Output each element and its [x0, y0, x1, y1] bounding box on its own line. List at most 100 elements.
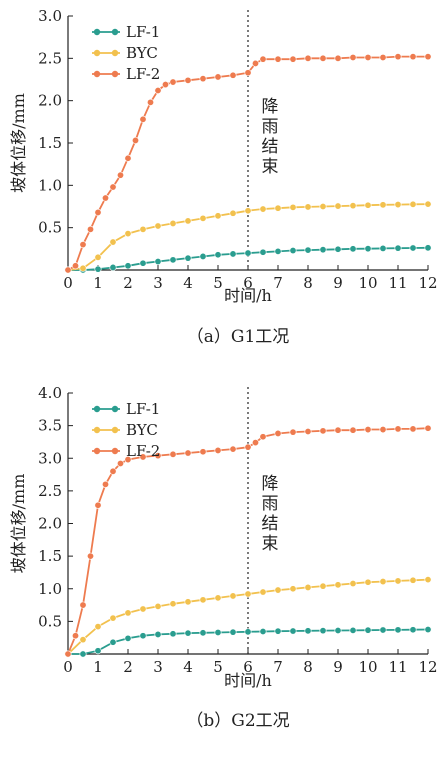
data-point — [102, 194, 110, 202]
data-point — [379, 626, 387, 634]
x-tick-label: 1 — [93, 658, 103, 676]
data-point — [94, 253, 102, 261]
data-point — [259, 627, 267, 635]
data-point — [349, 202, 357, 210]
data-point — [72, 262, 80, 270]
data-point — [244, 69, 252, 77]
y-tick-label: 0.5 — [38, 219, 62, 237]
data-point — [274, 586, 282, 594]
y-tick-label: 2.0 — [38, 515, 62, 533]
x-tick-label: 12 — [418, 658, 437, 676]
data-point — [117, 171, 125, 179]
legend-marker — [93, 49, 101, 57]
data-point — [304, 583, 312, 591]
data-point — [109, 638, 117, 646]
x-tick-label: 10 — [358, 274, 377, 292]
x-tick-label: 5 — [213, 274, 223, 292]
legend-label: BYC — [126, 421, 158, 439]
legend-marker — [111, 447, 119, 455]
data-point — [139, 453, 147, 461]
data-point — [124, 609, 132, 617]
data-point — [244, 628, 252, 636]
data-point — [304, 427, 312, 435]
data-point — [334, 202, 342, 210]
data-point — [334, 627, 342, 635]
data-point — [304, 203, 312, 211]
legend-label: LF-2 — [126, 442, 160, 460]
data-point — [124, 456, 132, 464]
data-point — [409, 576, 417, 584]
chart-panel-1: 0 1 2 3 4 5 6 7 8 9 10 11 120.51.01.52.02.53.0时间/h坡体… — [9, 7, 438, 347]
x-tick-label: 2 — [123, 658, 133, 676]
data-point — [229, 71, 237, 79]
data-point — [94, 208, 102, 216]
y-tick-label: 1.5 — [38, 134, 62, 152]
data-point — [102, 480, 110, 488]
data-point — [214, 628, 222, 636]
data-point — [214, 594, 222, 602]
data-point — [334, 54, 342, 62]
data-point — [259, 588, 267, 596]
data-point — [109, 263, 117, 271]
rain-end-annotation: 降雨结束 — [262, 474, 279, 554]
data-point — [214, 212, 222, 220]
legend-marker — [111, 28, 119, 36]
x-tick-label: 2 — [123, 274, 133, 292]
y-tick-label: 3.5 — [38, 417, 62, 435]
data-point — [319, 627, 327, 635]
x-tick-label: 5 — [213, 658, 223, 676]
y-tick-label: 2.5 — [38, 482, 62, 500]
data-point — [199, 75, 207, 83]
legend-marker — [93, 405, 101, 413]
data-point — [349, 626, 357, 634]
data-point — [79, 241, 87, 249]
data-point — [199, 596, 207, 604]
data-point — [349, 245, 357, 253]
y-tick-label: 1.0 — [38, 580, 62, 598]
data-point — [229, 250, 237, 258]
data-point — [154, 630, 162, 638]
data-point — [154, 602, 162, 610]
legend-marker — [111, 426, 119, 434]
data-point — [169, 219, 177, 227]
data-point — [184, 629, 192, 637]
data-point — [184, 598, 192, 606]
data-point — [394, 626, 402, 634]
data-point — [424, 424, 432, 432]
data-point — [364, 201, 372, 209]
data-point — [154, 87, 162, 95]
data-point — [409, 425, 417, 433]
y-axis-label: 坡体位移/mm — [9, 474, 28, 574]
legend-label: LF-1 — [126, 23, 160, 41]
data-point — [379, 201, 387, 209]
data-point — [394, 577, 402, 585]
y-tick-label: 1.0 — [38, 176, 62, 194]
data-point — [424, 200, 432, 208]
x-tick-label: 11 — [388, 274, 407, 292]
x-tick-label: 9 — [333, 274, 343, 292]
data-point — [117, 459, 125, 467]
data-point — [379, 53, 387, 61]
y-axis-label: 坡体位移/mm — [9, 93, 28, 193]
data-point — [319, 582, 327, 590]
figure-caption: （b）G2工况 — [186, 711, 289, 731]
data-point — [169, 450, 177, 458]
data-point — [229, 592, 237, 600]
data-point — [229, 628, 237, 636]
data-point — [409, 53, 417, 61]
data-point — [274, 429, 282, 437]
x-axis-label: 时间/h — [224, 286, 272, 305]
data-point — [259, 248, 267, 256]
x-tick-label: 6 — [243, 658, 253, 676]
data-point — [229, 209, 237, 217]
data-point — [364, 626, 372, 634]
legend-marker — [111, 405, 119, 413]
legend-marker — [111, 49, 119, 57]
data-point — [304, 246, 312, 254]
y-tick-label: 0.5 — [38, 612, 62, 630]
data-point — [124, 634, 132, 642]
data-point — [94, 623, 102, 631]
data-point — [94, 265, 102, 273]
data-point — [184, 217, 192, 225]
